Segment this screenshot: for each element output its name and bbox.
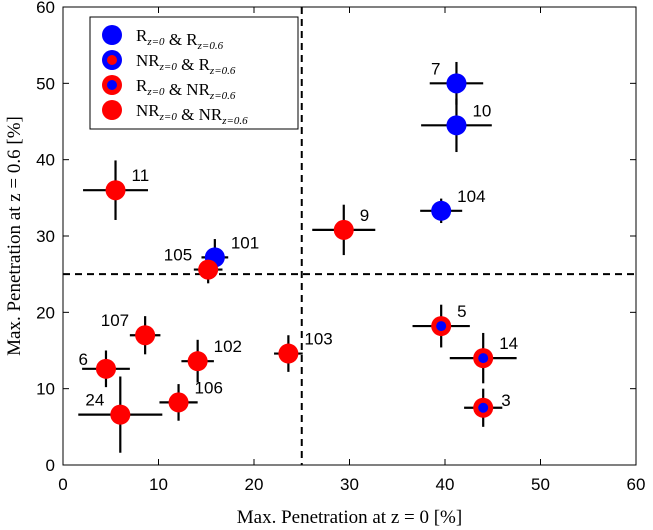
point-label-106: 106 [195, 378, 223, 397]
point-label-24: 24 [85, 391, 104, 410]
data-point-14-core [478, 353, 489, 364]
data-point-3-core [478, 402, 489, 413]
x-axis-label: Max. Penetration at z = 0 [%] [237, 507, 462, 528]
point-labels: 7 10 104 101 11 9 105 107 6 102 106 24 103 5 14 3 [79, 59, 519, 409]
y-tick-label: 40 [36, 151, 55, 170]
legend-marker-rr [102, 25, 122, 45]
data-point-6 [95, 358, 116, 379]
axis-ticks: 0 10 20 30 40 50 60 0 10 20 30 40 50 60 [36, 0, 645, 494]
y-axis-label: Max. Penetration at z = 0.6 [%] [4, 116, 25, 356]
data-point-103 [278, 343, 299, 364]
point-label-105: 105 [164, 246, 192, 265]
legend-marker-rnr-core [107, 80, 117, 90]
legend-label-rnr: Rz=0 & NRz=0.6 [136, 76, 236, 102]
data-point-107 [135, 325, 156, 346]
data-point-104 [431, 200, 452, 221]
x-tick-label: 10 [149, 475, 168, 494]
data-point-10 [446, 115, 467, 136]
point-label-103: 103 [304, 330, 332, 349]
point-label-7: 7 [431, 59, 440, 78]
data-point-9 [333, 219, 354, 240]
x-tick-label: 60 [627, 475, 646, 494]
point-label-10: 10 [472, 101, 491, 120]
y-tick-label: 50 [36, 74, 55, 93]
data-point-106 [168, 392, 189, 413]
y-tick-label: 20 [36, 303, 55, 322]
threshold-lines [63, 7, 636, 465]
point-label-3: 3 [501, 391, 510, 410]
x-tick-label: 50 [531, 475, 550, 494]
point-label-107: 107 [101, 311, 129, 330]
point-label-101: 101 [231, 233, 259, 252]
y-tick-label: 10 [36, 380, 55, 399]
legend-label-nrr: NRz=0 & Rz=0.6 [136, 51, 236, 77]
x-tick-label: 20 [245, 475, 264, 494]
legend-label-nrnr: NRz=0 & NRz=0.6 [136, 101, 248, 127]
point-label-9: 9 [360, 206, 369, 225]
legend-marker-nrnr [102, 100, 122, 120]
data-point-105 [198, 259, 219, 280]
data-point-5-core [436, 321, 447, 332]
point-label-11: 11 [132, 166, 150, 185]
y-tick-label: 60 [36, 0, 55, 17]
data-point-11 [105, 180, 126, 201]
x-tick-label: 0 [58, 475, 67, 494]
point-label-102: 102 [214, 337, 242, 356]
data-point-102 [187, 351, 208, 372]
data-markers [95, 73, 494, 425]
y-tick-label: 0 [46, 456, 55, 475]
point-label-5: 5 [457, 302, 466, 321]
x-tick-label: 40 [436, 475, 455, 494]
legend-label-rr: Rz=0 & Rz=0.6 [136, 26, 224, 52]
point-label-14: 14 [499, 334, 518, 353]
legend-box [89, 16, 299, 130]
y-tick-label: 30 [36, 227, 55, 246]
point-label-6: 6 [79, 350, 88, 369]
x-tick-label: 30 [340, 475, 359, 494]
data-point-24 [110, 404, 131, 425]
data-point-7 [446, 73, 467, 94]
point-label-104: 104 [457, 187, 485, 206]
legend-marker-nrr-core [107, 55, 117, 65]
